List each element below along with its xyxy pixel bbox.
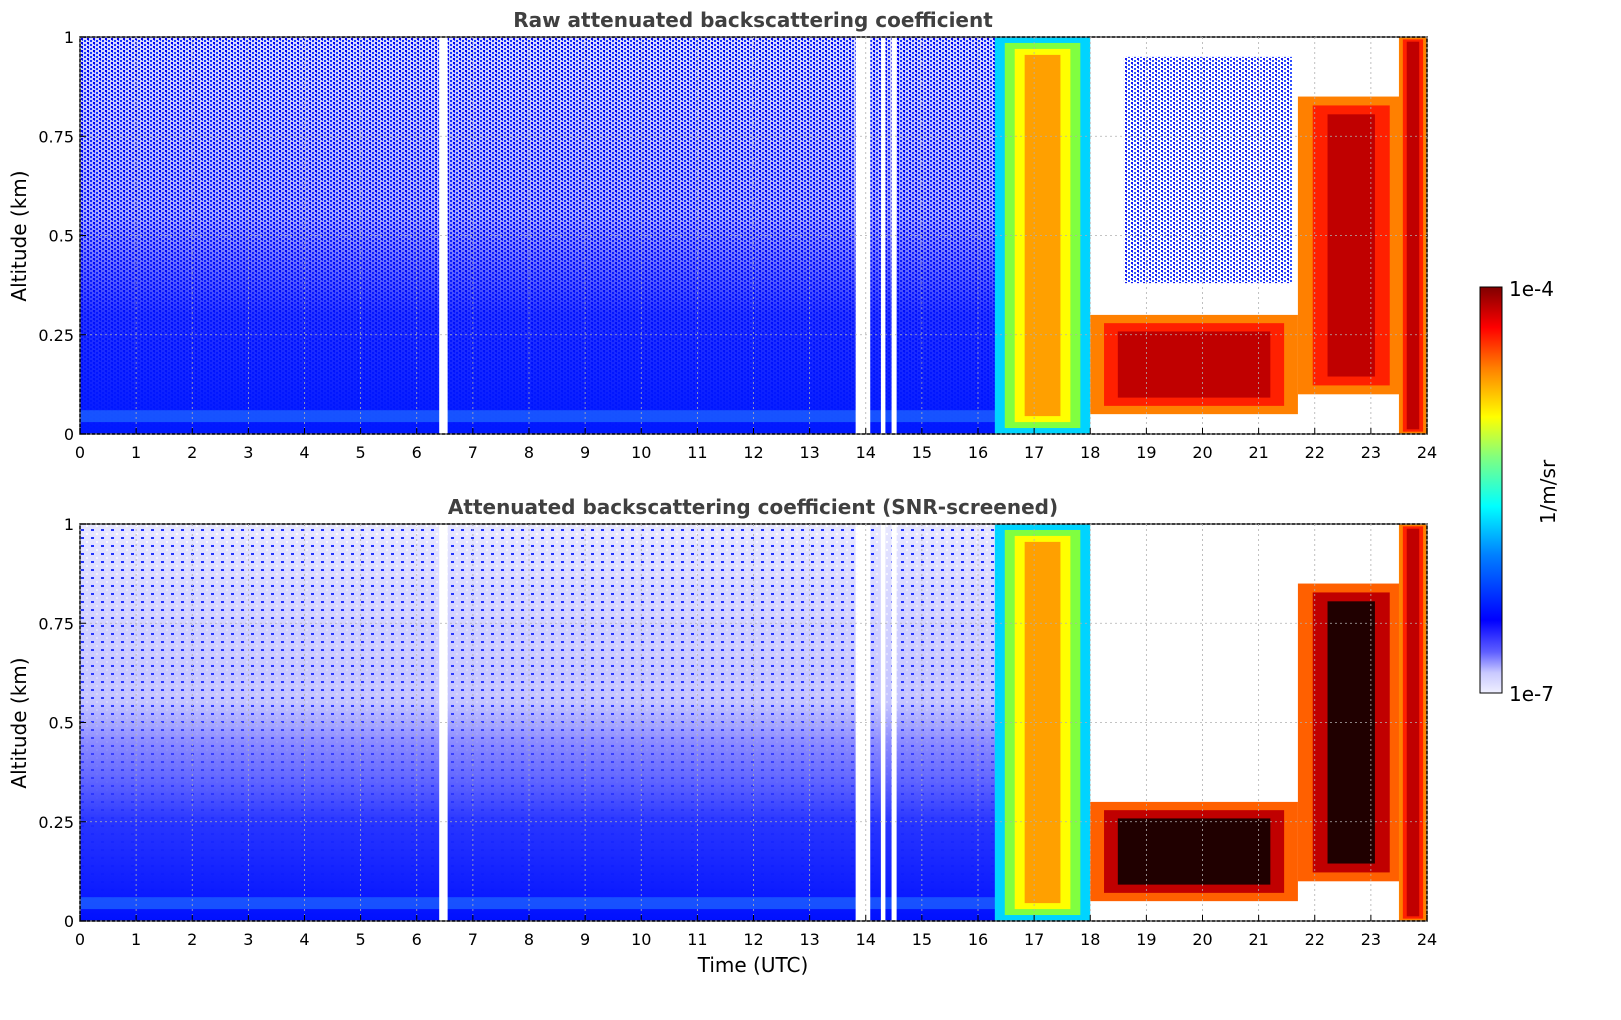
- x-tick-label: 19: [1136, 443, 1156, 462]
- x-tick-label: 14: [856, 443, 876, 462]
- x-tick-label: 18: [1080, 443, 1100, 462]
- y-tick-label: 0.5: [49, 714, 74, 733]
- x-tick-label: 12: [743, 443, 763, 462]
- x-tick-label: 8: [524, 443, 534, 462]
- data-gap-0: [439, 37, 448, 434]
- x-tick-label: 6: [412, 930, 422, 949]
- x-tick-label: 22: [1305, 443, 1325, 462]
- y-tick-label: 0.75: [38, 127, 74, 146]
- x-tick-label: 9: [580, 443, 590, 462]
- x-tick-label: 4: [299, 930, 309, 949]
- grid-lines: [79, 523, 1428, 922]
- x-tick-label: 11: [687, 443, 707, 462]
- x-tick-label: 10: [631, 930, 651, 949]
- x-tick-label: 0: [75, 443, 85, 462]
- x-tick-label: 6: [412, 443, 422, 462]
- data-gap-2: [880, 37, 886, 434]
- colorbar-max-label: 1e-4: [1509, 277, 1554, 301]
- raw-backscatter-panel: Raw attenuated backscattering coefficien…: [7, 8, 1437, 462]
- panel-title: Raw attenuated backscattering coefficien…: [513, 8, 993, 32]
- x-tick-label: 20: [1192, 443, 1212, 462]
- x-tick-label: 16: [968, 930, 988, 949]
- x-tick-label: 4: [299, 443, 309, 462]
- y-tick-label: 0: [64, 912, 74, 931]
- feature-4-layer-2: [1406, 41, 1420, 430]
- feature-3-layer-2: [1327, 114, 1375, 377]
- feature-2-layer-2: [1117, 331, 1271, 398]
- x-tick-label: 1: [131, 443, 141, 462]
- y-axis-label: Altitude (km): [7, 170, 31, 301]
- heatmap-area: [80, 37, 1427, 434]
- x-tick-label: 16: [968, 443, 988, 462]
- y-tick-label: 1: [64, 28, 74, 47]
- data-gap-0: [439, 524, 448, 921]
- x-tick-label: 20: [1192, 930, 1212, 949]
- x-tick-label: 17: [1024, 930, 1044, 949]
- x-tick-label: 21: [1248, 930, 1268, 949]
- x-tick-label: 23: [1361, 443, 1381, 462]
- x-tick-label: 15: [912, 443, 932, 462]
- x-tick-label: 13: [799, 930, 819, 949]
- feature-3-layer-2: [1327, 601, 1375, 864]
- x-tick-label: 2: [187, 443, 197, 462]
- x-axis-label: Time (UTC): [697, 953, 809, 977]
- colorbar-gradient: [1479, 286, 1503, 694]
- x-tick-label: 5: [356, 443, 366, 462]
- y-tick-label: 0.5: [49, 227, 74, 246]
- data-gap-1: [855, 524, 871, 921]
- x-tick-label: 3: [243, 930, 253, 949]
- colorbar: 1e-4 1e-7 1/m/sr: [1479, 277, 1560, 706]
- x-tick-label: 7: [468, 443, 478, 462]
- y-tick-label: 0.25: [38, 326, 74, 345]
- grid-lines: [79, 36, 1428, 435]
- x-tick-label: 17: [1024, 443, 1044, 462]
- x-axis: 0 1 2 3 4 5 6 7 8 9 10 11 12 13 14 15 16 17 18 19 20 21 22 23 24: [75, 428, 1437, 462]
- x-tick-label: 13: [799, 443, 819, 462]
- x-tick-label: 14: [856, 930, 876, 949]
- feature-4-layer-2: [1406, 528, 1420, 917]
- y-axis: 0 0.25 0.5 0.75 1: [38, 28, 86, 444]
- y-tick-label: 0: [64, 425, 74, 444]
- x-tick-label: 23: [1361, 930, 1381, 949]
- x-tick-label: 15: [912, 930, 932, 949]
- x-tick-label: 24: [1417, 443, 1437, 462]
- x-tick-label: 7: [468, 930, 478, 949]
- x-tick-label: 2: [187, 930, 197, 949]
- data-gap-3: [891, 524, 897, 921]
- y-tick-label: 0.25: [38, 813, 74, 832]
- x-tick-label: 12: [743, 930, 763, 949]
- clear-sky-region: [1123, 543, 1293, 771]
- data-gap-1: [855, 37, 871, 434]
- x-tick-label: 22: [1305, 930, 1325, 949]
- colorbar-unit-label: 1/m/sr: [1536, 459, 1560, 524]
- y-axis-label: Altitude (km): [7, 657, 31, 788]
- x-tick-label: 3: [243, 443, 253, 462]
- x-tick-label: 0: [75, 930, 85, 949]
- clear-sky-region: [1123, 56, 1293, 284]
- x-tick-label: 5: [356, 930, 366, 949]
- x-tick-label: 9: [580, 930, 590, 949]
- feature-2-layer-2: [1117, 818, 1271, 885]
- y-tick-label: 0.75: [38, 614, 74, 633]
- y-tick-label: 1: [64, 515, 74, 534]
- x-tick-label: 21: [1248, 443, 1268, 462]
- snr-screened-panel: Attenuated backscattering coefficient (S…: [7, 495, 1437, 977]
- x-axis: 0 1 2 3 4 5 6 7 8 9 10 11 12 13 14 15 16 17 18 19 20 21 22 23 24: [75, 915, 1437, 949]
- x-tick-label: 8: [524, 930, 534, 949]
- y-axis: 0 0.25 0.5 0.75 1: [38, 515, 86, 931]
- surface-layer: [80, 897, 1012, 910]
- x-tick-label: 11: [687, 930, 707, 949]
- x-tick-label: 24: [1417, 930, 1437, 949]
- data-gap-3: [891, 37, 897, 434]
- heatmap-area: [80, 524, 1427, 921]
- panel-title: Attenuated backscattering coefficient (S…: [448, 495, 1058, 519]
- x-tick-label: 18: [1080, 930, 1100, 949]
- surface-layer: [80, 410, 1012, 423]
- colorbar-min-label: 1e-7: [1509, 682, 1554, 706]
- data-gap-2: [880, 524, 886, 921]
- x-tick-label: 10: [631, 443, 651, 462]
- x-tick-label: 19: [1136, 930, 1156, 949]
- x-tick-label: 1: [131, 930, 141, 949]
